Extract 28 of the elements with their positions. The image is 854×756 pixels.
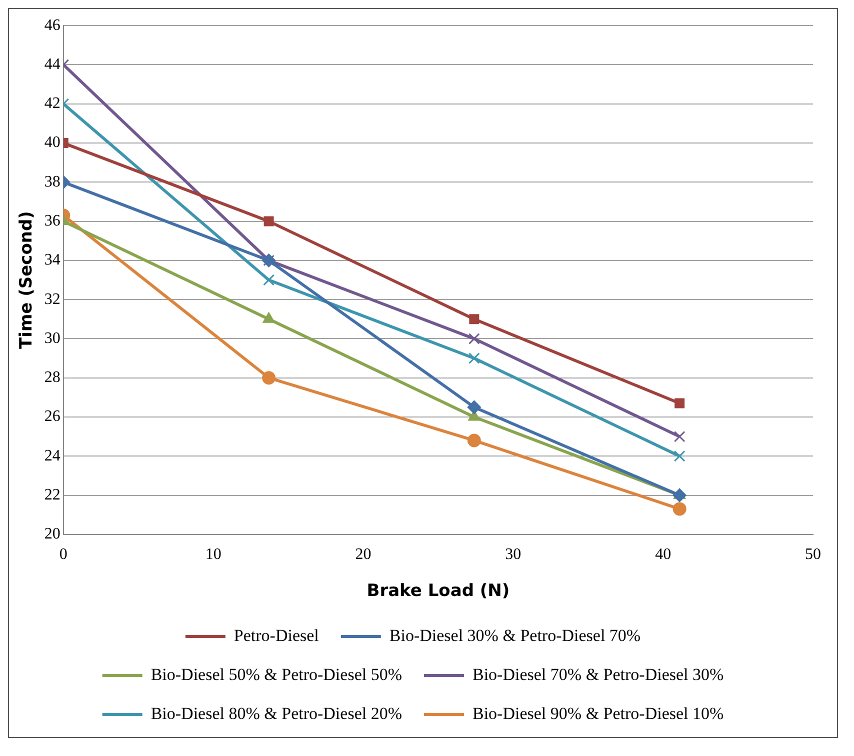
y-tick-label: 46: [44, 16, 60, 34]
legend-label: Bio-Diesel 50% & Petro-Diesel 50%: [150, 664, 402, 684]
y-tick-label: 40: [44, 134, 60, 152]
y-tick-label: 30: [44, 330, 60, 347]
x-axis-title: Brake Load (N): [366, 581, 510, 602]
y-tick-label: 34: [44, 252, 60, 269]
x-tick-label: 50: [805, 546, 821, 564]
y-axis-title: Time (Second): [16, 211, 37, 349]
legend-label: Bio-Diesel 70% & Petro-Diesel 30%: [472, 664, 724, 684]
x-tick-label: 10: [205, 546, 222, 564]
legend-label: Petro-Diesel: [234, 626, 320, 645]
y-tick-label: 42: [44, 95, 60, 112]
y-tick-label: 44: [44, 56, 60, 73]
y-tick-label: 22: [44, 486, 60, 504]
x-tick-label: 0: [59, 546, 68, 564]
y-tick-label: 24: [44, 447, 60, 464]
x-tick-label: 20: [355, 546, 372, 564]
y-tick-label: 28: [44, 369, 60, 386]
legend-label: Bio-Diesel 80% & Petro-Diesel 20%: [150, 704, 402, 723]
y-tick-label: 20: [44, 526, 60, 543]
y-tick-label: 36: [44, 212, 60, 230]
legend-label: Bio-Diesel 30% & Petro-Diesel 70%: [389, 626, 641, 645]
x-tick-label: 30: [505, 546, 522, 564]
y-tick-label: 38: [44, 173, 60, 190]
y-tick-label: 26: [44, 408, 60, 426]
legend-label: Bio-Diesel 90% & Petro-Diesel 10%: [472, 704, 724, 723]
x-tick-label: 40: [655, 546, 672, 564]
y-tick-label: 32: [44, 290, 60, 308]
